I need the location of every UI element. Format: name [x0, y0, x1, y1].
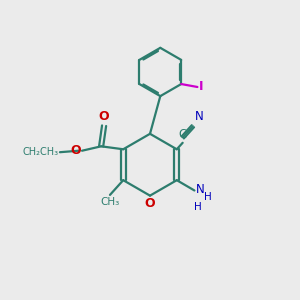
Text: N: N: [196, 182, 205, 196]
Text: I: I: [199, 80, 203, 94]
Text: O: O: [99, 110, 110, 123]
Text: O: O: [145, 197, 155, 210]
Text: H: H: [204, 192, 212, 202]
Text: CH₂CH₃: CH₂CH₃: [22, 147, 58, 157]
Text: CH₃: CH₃: [100, 197, 120, 207]
Text: H: H: [194, 202, 201, 212]
Text: C: C: [178, 128, 187, 141]
Text: N: N: [194, 110, 203, 123]
Text: O: O: [70, 144, 80, 157]
